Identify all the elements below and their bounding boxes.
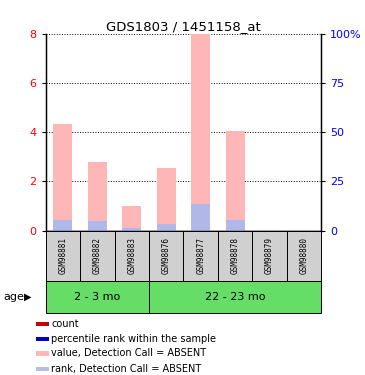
Bar — [53, 124, 72, 231]
Bar — [191, 204, 210, 231]
Bar — [88, 162, 107, 231]
Bar — [122, 206, 141, 231]
Bar — [149, 281, 321, 313]
Bar — [36, 337, 49, 341]
Text: GSM98877: GSM98877 — [196, 237, 205, 274]
Bar — [149, 231, 183, 281]
Bar — [252, 231, 287, 281]
Bar — [183, 231, 218, 281]
Bar — [226, 220, 245, 231]
Text: value, Detection Call = ABSENT: value, Detection Call = ABSENT — [51, 348, 206, 358]
Text: ▶: ▶ — [24, 292, 31, 302]
Text: GSM98882: GSM98882 — [93, 237, 102, 274]
Bar — [122, 228, 141, 231]
Text: percentile rank within the sample: percentile rank within the sample — [51, 334, 216, 344]
Bar — [36, 322, 49, 327]
Text: GSM98881: GSM98881 — [58, 237, 68, 274]
Bar — [115, 231, 149, 281]
Bar — [80, 231, 115, 281]
Bar — [46, 281, 149, 313]
Title: GDS1803 / 1451158_at: GDS1803 / 1451158_at — [106, 20, 261, 33]
Bar — [36, 367, 49, 371]
Text: GSM98880: GSM98880 — [299, 237, 308, 274]
Text: GSM98883: GSM98883 — [127, 237, 136, 274]
Text: count: count — [51, 320, 79, 329]
Text: GSM98879: GSM98879 — [265, 237, 274, 274]
Text: 22 - 23 mo: 22 - 23 mo — [205, 292, 265, 302]
Bar — [88, 221, 107, 231]
Bar — [46, 231, 80, 281]
Bar — [287, 231, 321, 281]
Bar — [53, 219, 72, 231]
Bar — [157, 168, 176, 231]
Text: GSM98878: GSM98878 — [231, 237, 239, 274]
Text: age: age — [4, 292, 24, 302]
Bar — [226, 131, 245, 231]
Text: rank, Detection Call = ABSENT: rank, Detection Call = ABSENT — [51, 364, 201, 374]
Bar — [218, 231, 252, 281]
Bar — [36, 351, 49, 355]
Text: 2 - 3 mo: 2 - 3 mo — [74, 292, 120, 302]
Bar — [157, 224, 176, 231]
Text: GSM98876: GSM98876 — [162, 237, 171, 274]
Bar — [191, 34, 210, 231]
